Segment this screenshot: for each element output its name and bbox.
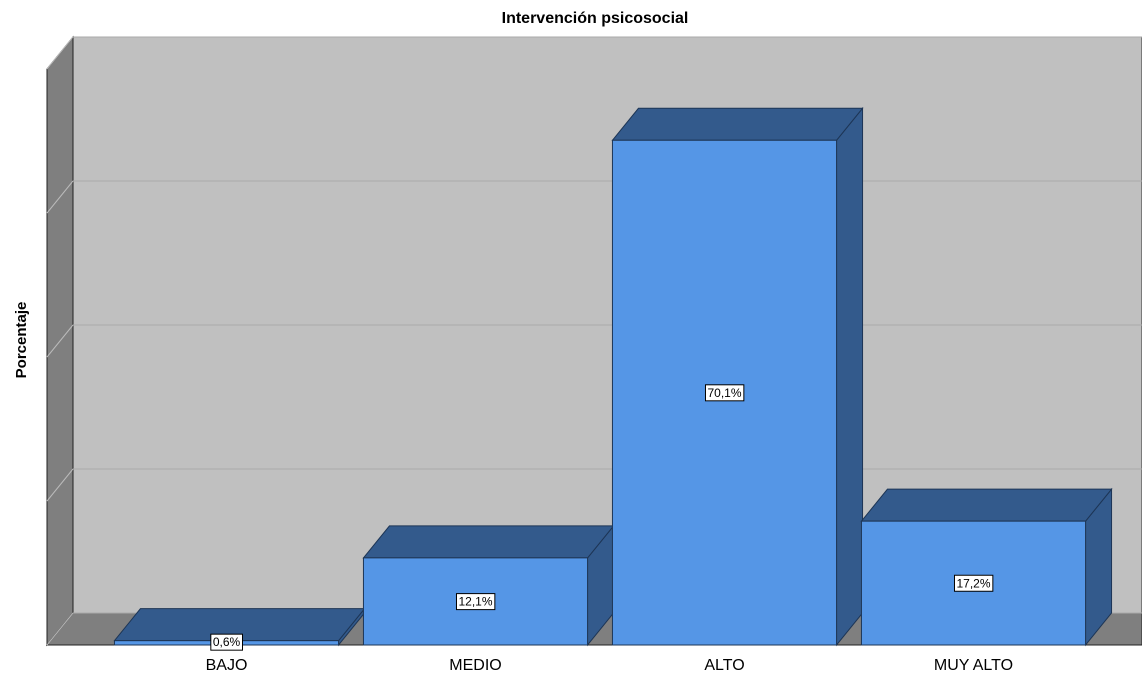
side-grid-line: [46, 180, 74, 214]
bar: [362, 524, 615, 647]
side-grid-line: [46, 36, 74, 70]
value-label: 12,1%: [458, 595, 492, 609]
bars: 0,6% 12,1% 70,1% 17,2%: [113, 106, 1113, 651]
bar-side: [836, 106, 864, 647]
x-tick-label: ALTO: [704, 657, 744, 674]
value-label-box: [953, 574, 994, 592]
value-label-box: [455, 593, 496, 611]
side-grid-line: [46, 468, 74, 502]
value-label-box: [210, 633, 244, 651]
bar-top: [362, 525, 615, 559]
y-axis-title: Porcentaje: [13, 302, 30, 379]
value-label-box: [704, 384, 745, 402]
side-grid-line: [46, 612, 74, 646]
chart-title: Intervención psicosocial: [502, 10, 689, 27]
bar-top: [611, 107, 864, 141]
bar: [860, 487, 1113, 647]
value-label: 0,6%: [213, 635, 241, 649]
x-tick-label: MEDIO: [449, 657, 501, 674]
bar: [611, 106, 864, 647]
value-label: 70,1%: [707, 386, 741, 400]
bar: [113, 607, 366, 647]
bar-top: [860, 488, 1113, 522]
value-label: 17,2%: [956, 576, 990, 590]
grid: [46, 36, 1142, 646]
side-grid-line: [46, 324, 74, 358]
x-tick-label: BAJO: [206, 657, 248, 674]
x-tick-label: MUY ALTO: [934, 657, 1013, 674]
